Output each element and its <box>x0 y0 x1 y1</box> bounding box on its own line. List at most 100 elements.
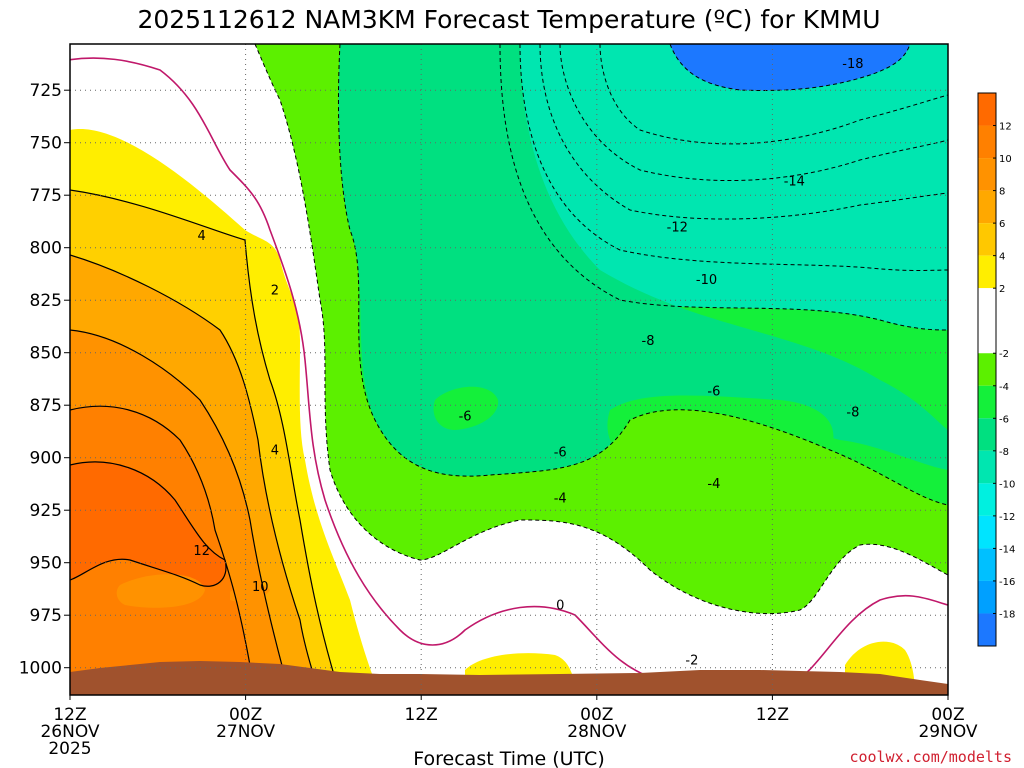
contour-label: 4 <box>198 229 206 244</box>
x-tick-label: 12Z <box>53 705 86 725</box>
contour-label: -10 <box>696 273 717 288</box>
contour-label: -8 <box>846 406 859 421</box>
contour-label: -2 <box>685 653 698 668</box>
y-tick-label: 975 <box>30 606 62 626</box>
colorbar-label: -14 <box>999 544 1015 555</box>
plot-area: 4 2 4 12 10 -6 -6 -4 0 -2 -4 -6 -8 -8 -10 -12 -14 -18 <box>70 44 948 695</box>
y-tick-label: 1000 <box>19 659 62 679</box>
contour-minus-2-line <box>254 44 948 615</box>
contour-minus-6-line <box>499 44 948 331</box>
x-tick-label: 2025 <box>48 739 91 759</box>
x-tick-label: 00Z <box>229 705 262 725</box>
band-8-to-10 <box>116 574 205 608</box>
band-minus-8-to-minus-10 <box>500 44 948 330</box>
colorbar-swatch <box>978 353 996 386</box>
colorbar-label: 12 <box>999 122 1012 133</box>
y-tick-label: 750 <box>30 134 62 154</box>
colorbar-swatch <box>978 190 996 224</box>
band-12-to-14 <box>70 461 226 587</box>
contour-6-line <box>70 254 321 695</box>
contour-10-line <box>70 405 256 695</box>
contour-label: -6 <box>459 410 472 425</box>
band-minus-4-to-minus-6 <box>433 386 499 430</box>
colorbar-swatch <box>978 385 996 419</box>
band-minus-2-to-minus-4 <box>255 44 948 614</box>
colorbar-swatch <box>978 548 996 581</box>
y-tick-label: 950 <box>30 554 62 574</box>
x-tick-label: 27NOV <box>216 722 275 742</box>
y-tick-label: 875 <box>30 396 62 416</box>
colorbar-label: 10 <box>999 154 1012 165</box>
contour-label: -12 <box>667 221 688 236</box>
colorbar-swatch <box>978 223 996 256</box>
band-8-to-10 <box>230 584 270 603</box>
colorbar-label: -12 <box>999 512 1015 523</box>
colorbar-label: 2 <box>999 284 1005 295</box>
contour-minus-12-line <box>559 44 948 182</box>
colorbar-label: -18 <box>999 609 1015 620</box>
x-tick-label: 00Z <box>580 705 613 725</box>
band-minus-6-to-minus-8 <box>335 44 948 477</box>
contour-label: -4 <box>707 477 720 492</box>
colorbar-swatch <box>978 450 996 484</box>
colorbar-swatch <box>978 288 996 354</box>
colorbar-frame <box>977 92 997 647</box>
band-minus-18-to-minus-20 <box>670 44 910 91</box>
colorbar-swatch <box>978 93 996 126</box>
contour-label: 12 <box>193 544 210 559</box>
contour-label: 4 <box>271 443 279 458</box>
chart-title: 2025112612 NAM3KM Forecast Temperature (… <box>137 5 880 34</box>
contour-label: -8 <box>642 334 655 349</box>
contour-label: -14 <box>784 175 805 190</box>
contour-minus-16-line <box>669 44 911 91</box>
x-tick-label: 29NOV <box>918 722 977 742</box>
colorbar: 12 10 8 6 4 2 -2 -4 -6 -8 -10 -12 -14 -16 -18 <box>977 92 1015 647</box>
colorbar-label: 6 <box>999 219 1005 230</box>
x-tick-label: 26NOV <box>40 722 99 742</box>
contour-minus-10-line <box>539 44 948 220</box>
colorbar-swatch <box>978 255 996 289</box>
x-tick-label: 00Z <box>931 705 964 725</box>
y-tick-label: 850 <box>30 344 62 364</box>
colorbar-label: -6 <box>999 414 1009 425</box>
y-tick-label: 800 <box>30 239 62 259</box>
contour-4-line <box>70 189 341 695</box>
colorbar-swatch <box>978 515 996 549</box>
y-tick-label: 825 <box>30 291 62 311</box>
colorbar-label: -8 <box>999 447 1009 458</box>
y-tick-label: 775 <box>30 186 62 206</box>
contour-label: 0 <box>556 599 564 614</box>
contour-label: 10 <box>252 580 269 595</box>
x-tick-label: 12Z <box>756 705 789 725</box>
contour-label: -6 <box>554 445 567 460</box>
y-axis: 725 750 775 800 825 850 875 900 925 950 975 1000 <box>19 81 70 679</box>
colorbar-label: -2 <box>999 349 1009 360</box>
x-tick-label: 28NOV <box>567 722 626 742</box>
colorbar-swatch <box>978 580 996 614</box>
x-tick-label: 12Z <box>405 705 438 725</box>
contour-12-line <box>70 461 227 587</box>
colorbar-label: -10 <box>999 479 1015 490</box>
terrain <box>70 661 948 695</box>
contour-label: -18 <box>842 57 863 72</box>
colorbar-swatch <box>978 158 996 191</box>
credit-text: coolwx.com/modelts <box>849 748 1012 766</box>
colorbar-swatch <box>978 483 996 516</box>
colorbar-label: -16 <box>999 577 1015 588</box>
colorbar-label: 8 <box>999 187 1005 198</box>
y-tick-label: 925 <box>30 501 62 521</box>
colorbar-label: 4 <box>999 252 1005 263</box>
y-tick-label: 725 <box>30 81 62 101</box>
colorbar-label: -4 <box>999 382 1009 393</box>
contour-label: -4 <box>554 492 567 507</box>
grid-lines <box>70 44 948 695</box>
x-axis-label: Forecast Time (UTC) <box>413 748 604 768</box>
contour-labels: 4 2 4 12 10 -6 -6 -4 0 -2 -4 -6 -8 -8 -10 -12 -14 -18 <box>193 57 863 668</box>
colorbar-swatch <box>978 613 996 646</box>
contour-minus-14-line <box>599 44 948 145</box>
y-tick-label: 900 <box>30 449 62 469</box>
colorbar-swatch <box>978 418 996 451</box>
contour-label: 2 <box>271 284 279 299</box>
plot-frame <box>69 43 949 696</box>
